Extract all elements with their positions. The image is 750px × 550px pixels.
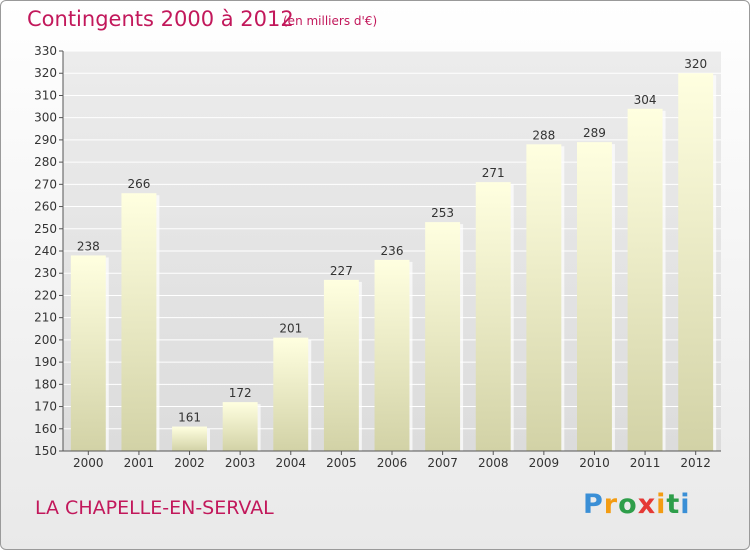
x-tick-label: 2010 [579,456,610,470]
data-label-2006: 236 [381,244,404,258]
data-label-2000: 238 [77,239,100,253]
bar-2008 [475,182,511,451]
bars: 238 266 161 172 201 227 236 253 271 288 289 304 320 [70,57,717,452]
y-tick-label: 250 [34,222,57,236]
location-label: LA CHAPELLE-EN-SERVAL [35,497,274,519]
data-label-2004: 201 [279,322,302,336]
y-tick-label: 190 [34,355,57,369]
chart-subtitle: (en milliers d'€) [283,14,378,28]
bar-2005 [323,279,359,451]
y-tick-label: 160 [34,422,57,436]
x-tick-label: 2009 [529,456,560,470]
y-tick-label: 180 [34,377,57,391]
x-tick-label: 2002 [174,456,205,470]
data-label-2008: 271 [482,166,505,180]
bar-2009 [526,144,562,452]
y-tick-label: 170 [34,400,57,414]
bar-2006 [374,259,410,451]
proxiti-logo: Proxiti [583,489,691,520]
axes: 150 160 170 180 190 200 210 220 230 240 250 260 270 2… [34,44,721,470]
bar-2001 [121,193,157,451]
chart-title: Contingents 2000 à 2012 [27,7,294,31]
data-label-2012: 320 [684,57,707,71]
y-tick-label: 280 [34,155,57,169]
y-tick-label: 270 [34,177,57,191]
x-tick-label: 2006 [377,456,408,470]
y-tick-label: 320 [34,66,57,80]
bar-2011 [627,108,663,452]
y-tick-label: 300 [34,111,57,125]
y-tick-label: 240 [34,244,57,258]
data-label-2001: 266 [127,177,150,191]
x-tick-label: 2008 [478,456,509,470]
x-tick-label: 2001 [124,456,155,470]
data-label-2007: 253 [431,206,454,220]
y-tick-label: 260 [34,200,57,214]
y-tick-label: 220 [34,288,57,302]
data-label-2009: 288 [532,128,555,142]
data-label-2002: 161 [178,411,201,425]
bar-2004 [273,337,309,451]
x-tick-label: 2007 [427,456,458,470]
y-tick-label: 310 [34,88,57,102]
y-tick-label: 290 [34,133,57,147]
bar-2012 [678,73,714,451]
bar-2007 [425,222,461,451]
data-label-2010: 289 [583,126,606,140]
x-tick-label: 2005 [326,456,357,470]
y-tick-label: 230 [34,266,57,280]
bar-2002 [172,426,208,451]
x-tick-label: 2000 [73,456,104,470]
y-tick-label: 210 [34,311,57,325]
y-tick-label: 330 [34,44,57,58]
bar-2000 [70,255,106,451]
data-label-2005: 227 [330,264,353,278]
x-tick-label: 2011 [630,456,661,470]
bar-2010 [576,142,612,451]
x-tick-label: 2003 [225,456,256,470]
bar-2003 [222,402,258,451]
data-label-2003: 172 [229,386,252,400]
y-tick-label: 200 [34,333,57,347]
data-label-2011: 304 [634,93,657,107]
x-tick-label: 2012 [680,456,711,470]
y-tick-label: 150 [34,444,57,458]
x-tick-label: 2004 [275,456,306,470]
